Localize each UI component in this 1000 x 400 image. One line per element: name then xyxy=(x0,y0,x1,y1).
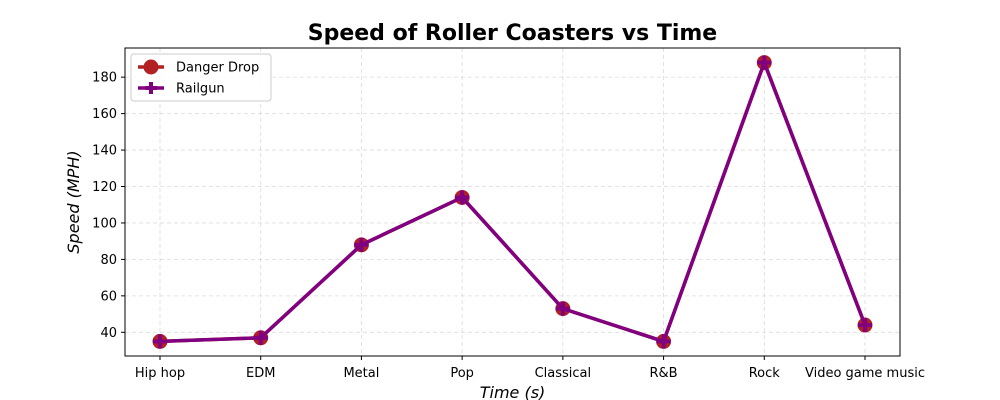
circle-marker xyxy=(144,60,158,74)
legend: Danger Drop Railgun xyxy=(131,54,271,101)
chart-title: Speed of Roller Coasters vs Time xyxy=(308,21,717,46)
x-axis-label: Time (s) xyxy=(480,383,546,400)
y-tick-label: 160 xyxy=(92,107,117,122)
y-tick-label: 180 xyxy=(92,71,117,86)
x-tick-label: Pop xyxy=(450,366,474,381)
x-tick-label: Video game music xyxy=(805,366,925,381)
y-tick-label: 80 xyxy=(100,253,117,268)
y-tick-label: 100 xyxy=(92,216,117,231)
x-tick-label: Hip hop xyxy=(135,366,185,381)
legend-label: Danger Drop xyxy=(176,61,259,76)
x-tick-label: Classical xyxy=(535,366,592,381)
y-tick-label: 40 xyxy=(100,326,117,341)
legend-label: Railgun xyxy=(176,82,225,97)
y-axis-label: Speed (MPH) xyxy=(64,150,83,253)
y-tick-label: 120 xyxy=(92,180,117,195)
y-tick-label: 60 xyxy=(100,289,117,304)
x-tick-label: Metal xyxy=(343,366,379,381)
x-tick-label: EDM xyxy=(246,366,275,381)
x-tick-label: R&B xyxy=(650,366,678,381)
y-tick-label: 140 xyxy=(92,144,117,159)
x-tick-label: Rock xyxy=(749,366,781,381)
